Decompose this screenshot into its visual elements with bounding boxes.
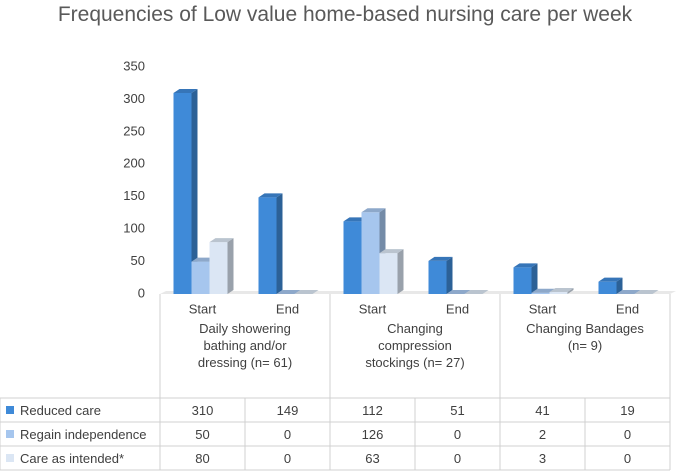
bar bbox=[598, 277, 623, 294]
table-value: 19 bbox=[620, 402, 635, 418]
bar-front bbox=[513, 267, 532, 294]
bar-top bbox=[446, 290, 471, 294]
bar-front bbox=[549, 292, 568, 294]
bar bbox=[549, 288, 574, 294]
table-value: 41 bbox=[535, 402, 550, 418]
bar-side bbox=[227, 238, 234, 294]
bar-side bbox=[616, 277, 623, 294]
table-value: 51 bbox=[450, 402, 465, 418]
bar-top bbox=[549, 288, 574, 293]
bar bbox=[379, 249, 404, 294]
x-tick-label: End bbox=[616, 301, 639, 316]
legend-label: Care as intended* bbox=[20, 450, 125, 466]
bar-top bbox=[361, 208, 386, 213]
y-tick-label: 250 bbox=[123, 123, 145, 138]
bar-top bbox=[379, 249, 404, 254]
legend-label: Regain independence bbox=[20, 426, 147, 442]
x-tick-label: Start bbox=[529, 301, 557, 316]
bar bbox=[173, 88, 198, 294]
group-label: Changing compression stockings (n= 27) bbox=[365, 321, 465, 370]
table-value: 149 bbox=[276, 402, 299, 418]
bar-front bbox=[173, 92, 192, 294]
table-value: 0 bbox=[623, 450, 632, 466]
bar bbox=[446, 290, 471, 294]
y-tick-label: 150 bbox=[123, 188, 145, 203]
group-label: Daily showering bathing and/or dressing … bbox=[197, 321, 293, 370]
bar-front bbox=[343, 221, 362, 294]
bar-front bbox=[379, 253, 398, 294]
bar-front bbox=[209, 242, 228, 294]
table-value: 112 bbox=[362, 402, 383, 418]
bar-side bbox=[567, 288, 574, 294]
bar-top bbox=[276, 290, 301, 294]
table-value: 2 bbox=[538, 426, 547, 442]
legend-swatch bbox=[6, 430, 14, 438]
y-tick-label: 50 bbox=[131, 253, 145, 268]
bar-side bbox=[446, 256, 453, 294]
table-value: 126 bbox=[361, 426, 384, 442]
bar-top bbox=[513, 263, 538, 268]
bar-top bbox=[531, 288, 556, 293]
legend-label: Reduced care bbox=[20, 402, 101, 418]
bar-front bbox=[258, 197, 277, 294]
x-tick-label: End bbox=[446, 301, 469, 316]
table-value: 310 bbox=[191, 402, 214, 418]
bar bbox=[276, 290, 301, 294]
bar-front bbox=[531, 292, 550, 294]
y-tick-label: 350 bbox=[123, 58, 145, 73]
bar-top bbox=[598, 277, 623, 282]
table-value: 63 bbox=[365, 450, 380, 466]
y-tick-label: 200 bbox=[123, 156, 145, 171]
bar-side bbox=[531, 263, 538, 294]
x-tick-label: Start bbox=[359, 301, 387, 316]
table-value: 0 bbox=[283, 426, 292, 442]
y-tick-label: 300 bbox=[123, 91, 145, 106]
legend-swatch bbox=[6, 406, 14, 414]
chart-title: Frequencies of Low value home-based nurs… bbox=[57, 3, 633, 26]
bar-side bbox=[276, 193, 283, 294]
bar bbox=[616, 290, 641, 294]
x-tick-label: Start bbox=[189, 301, 217, 316]
table-value: 0 bbox=[453, 450, 462, 466]
bar-top bbox=[616, 290, 641, 294]
bar-top bbox=[258, 193, 283, 198]
bar-front bbox=[361, 212, 380, 294]
bar bbox=[258, 193, 283, 294]
bar bbox=[209, 238, 234, 294]
x-tick-label: End bbox=[276, 301, 299, 316]
bar bbox=[513, 263, 538, 294]
y-tick-label: 0 bbox=[138, 285, 145, 300]
bar-top bbox=[428, 256, 453, 261]
bar-front bbox=[191, 261, 210, 294]
bar bbox=[634, 290, 659, 294]
y-tick-label: 100 bbox=[123, 221, 145, 236]
bar-top bbox=[634, 290, 659, 294]
bar-side bbox=[397, 249, 404, 294]
bar-top bbox=[209, 238, 234, 243]
bar-top bbox=[464, 290, 489, 294]
bar bbox=[428, 256, 453, 294]
table-value: 3 bbox=[538, 450, 547, 466]
bar-side bbox=[191, 88, 198, 294]
table-value: 50 bbox=[195, 426, 210, 442]
table-value: 80 bbox=[195, 450, 210, 466]
bar-front bbox=[598, 281, 617, 294]
bar bbox=[294, 290, 319, 294]
bar bbox=[464, 290, 489, 294]
bar-front bbox=[428, 260, 447, 294]
legend-swatch bbox=[6, 454, 14, 462]
group-label: Changing Bandages (n= 9) bbox=[526, 321, 644, 353]
table-value: 0 bbox=[283, 450, 292, 466]
bar-top bbox=[173, 88, 198, 93]
table-value: 0 bbox=[623, 426, 632, 442]
bar-top bbox=[294, 290, 319, 294]
table-value: 0 bbox=[453, 426, 462, 442]
